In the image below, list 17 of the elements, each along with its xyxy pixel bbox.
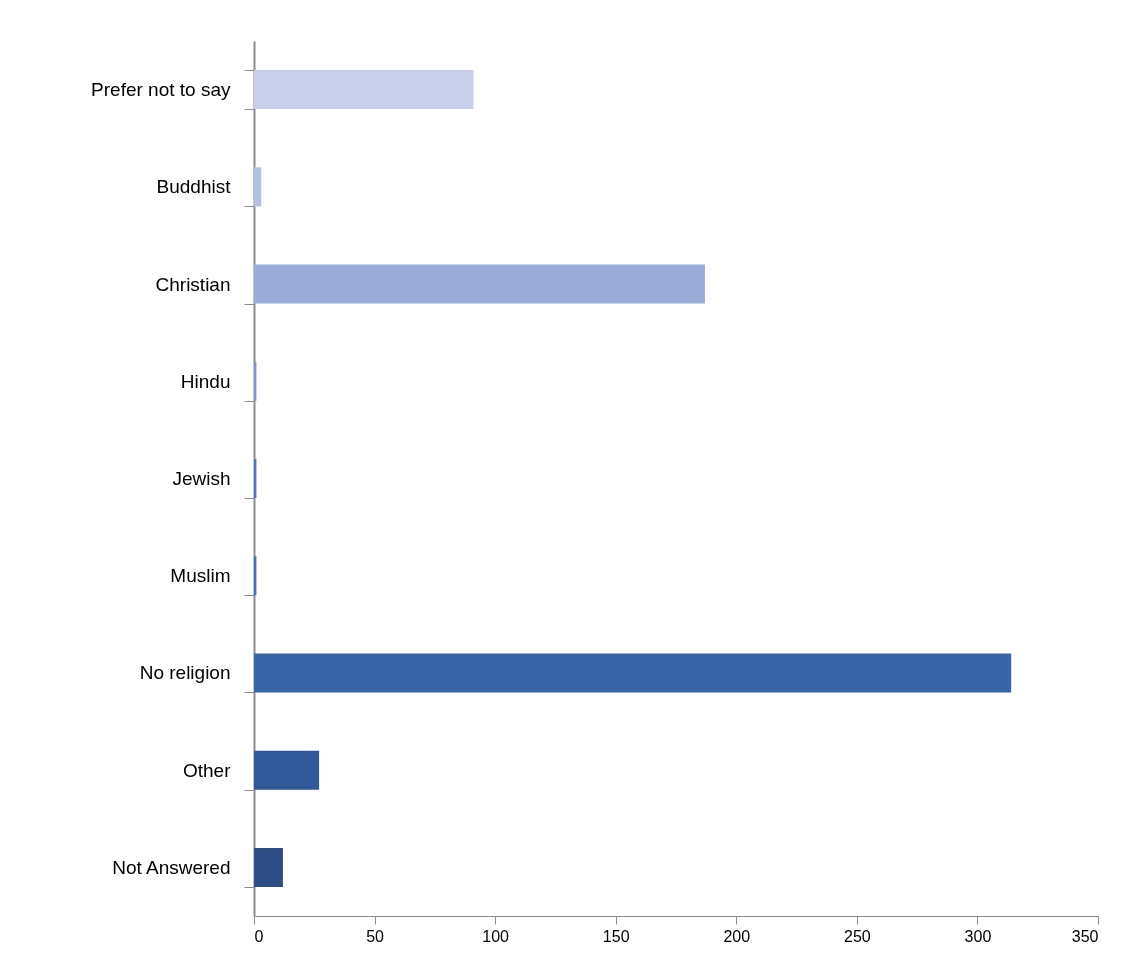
- y-tick-label: No religion: [139, 662, 231, 684]
- x-tick-label: 300: [964, 927, 992, 945]
- x-tick-label: 100: [482, 927, 510, 945]
- x-tick-label: 50: [366, 927, 385, 945]
- y-tick-label: Not Answered: [112, 856, 231, 878]
- x-tick-label: 150: [602, 927, 630, 945]
- y-tick-label: Jewish: [172, 468, 231, 489]
- y-tick-label: Other: [182, 759, 232, 781]
- x-tick-label: 350: [1071, 927, 1099, 945]
- y-tick-label: Muslim: [170, 565, 231, 587]
- y-tick-label: Prefer not to say: [91, 79, 231, 101]
- y-tick-label: Buddhist: [156, 176, 232, 198]
- x-tick-label: 200: [723, 927, 751, 945]
- x-tick-label: 0: [254, 927, 264, 945]
- x-tick-label: 250: [844, 927, 871, 945]
- y-tick-label: Hindu: [180, 370, 231, 392]
- y-tick-label: Christian: [155, 273, 231, 295]
